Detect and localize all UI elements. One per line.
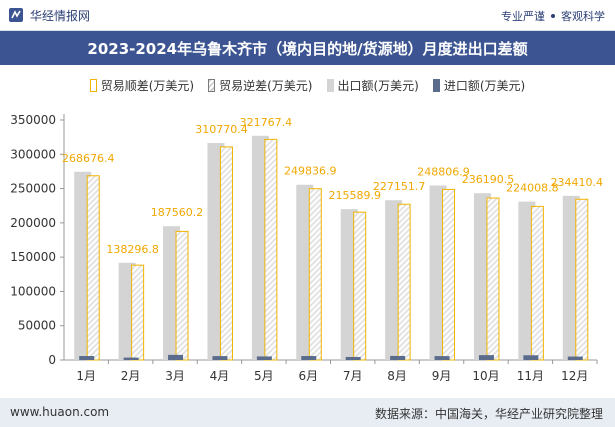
legend-label-import: 进口额(万美元) [443,78,526,93]
footer: www.huaon.com 数据来源：中国海关，华经产业研究院整理 [0,398,615,427]
bar-import-2 [123,357,139,360]
legend-swatch-import [432,78,440,92]
bar-surplus-1 [86,175,100,361]
y-tick-label: 350000 [10,113,56,127]
chart-plot: 0 50000 100000 150000 200000 250000 300000 3500… [10,113,604,383]
legend-item-deficit[interactable]: 贸易逆差(万美元) [208,77,313,94]
x-tick-label-6: 6月 [298,369,318,383]
x-tick-label-2: 2月 [121,369,141,383]
legend-label-export: 出口额(万美元) [337,78,419,93]
legend-swatch-surplus [89,78,97,92]
bar-import-6 [301,356,317,360]
data-label-4: 310770.4 [195,123,248,136]
legend-label-deficit: 贸易逆差(万美元) [219,78,313,93]
data-label-3: 187560.2 [151,206,204,219]
tagline-right: 客观科学 [561,10,605,23]
tagline: 专业严谨 客观科学 [501,8,605,24]
brand[interactable]: 华经情报网 [8,7,90,23]
legend-label-surplus: 贸易顺差(万美元) [100,78,195,93]
legend-swatch-deficit [208,78,216,92]
bar-surplus-7 [353,211,367,361]
legend: 贸易顺差(万美元) 贸易逆差(万美元) 出口额(万美元) 进口额(万美元) [0,76,615,94]
x-tick-label-12: 12月 [561,369,588,383]
bar-surplus-8 [397,203,411,361]
bar-surplus-11 [530,205,544,361]
y-tick-label: 50000 [18,319,56,333]
data-label-12: 234410.4 [551,176,604,189]
y-tick-label: 150000 [10,250,56,264]
x-tick-label-5: 5月 [254,369,274,383]
brand-logo-icon [9,8,23,22]
bar-surplus-12 [575,198,589,361]
footer-url[interactable]: www.huaon.com [10,405,110,419]
bar-surplus-9 [442,188,456,361]
bar-import-10 [478,355,494,360]
data-label-7: 215589.9 [328,189,381,202]
bar-import-7 [345,356,361,360]
bar-surplus-4 [219,146,233,361]
y-tick-label: 300000 [10,147,56,161]
bar-surplus-10 [486,197,500,361]
bar-import-4 [212,356,228,360]
legend-item-surplus[interactable]: 贸易顺差(万美元) [89,77,195,94]
bar-import-11 [523,355,539,360]
data-label-9: 248806.9 [417,165,470,178]
bar-import-5 [256,356,272,360]
data-label-8: 227151.7 [373,180,426,193]
tagline-left: 专业严谨 [501,10,545,23]
y-tick-label: 100000 [10,284,56,298]
bar-import-3 [168,354,184,360]
y-tick-label: 200000 [10,216,56,230]
bar-import-12 [567,356,583,360]
footer-source: 数据来源：中国海关，华经产业研究院整理 [374,407,603,421]
legend-swatch-export [326,78,334,92]
bar-import-1 [79,356,95,360]
legend-item-export[interactable]: 出口额(万美元) [326,77,419,94]
bar-import-9 [434,356,450,360]
x-tick-label-7: 7月 [343,369,363,383]
y-tick-label: 0 [48,353,56,367]
x-tick-label-11: 11月 [517,369,544,383]
top-bar: 华经情报网 专业严谨 客观科学 [0,0,615,31]
data-label-1: 268676.4 [62,152,115,165]
data-label-6: 249836.9 [284,165,337,178]
x-tick-label-1: 1月 [76,369,96,383]
data-label-5: 321767.4 [240,116,293,129]
x-tick-label-4: 4月 [210,369,230,383]
bar-surplus-6 [308,188,322,361]
bar-import-8 [390,355,406,360]
data-label-10: 236190.5 [462,173,515,186]
x-tick-label-9: 9月 [432,369,452,383]
bar-surplus-3 [175,230,189,361]
tagline-dot-icon [551,14,555,18]
legend-item-import[interactable]: 进口额(万美元) [432,77,526,94]
bar-surplus-2 [131,264,145,361]
data-label-11: 224008.8 [506,182,559,195]
x-tick-label-3: 3月 [165,369,185,383]
chart-title: 2023-2024年乌鲁木齐市（境内目的地/货源地）月度进出口差额 [0,31,615,65]
brand-name: 华经情报网 [30,8,91,23]
bar-surplus-5 [264,138,278,361]
data-label-2: 138296.8 [106,243,159,256]
x-tick-label-8: 8月 [387,369,407,383]
y-tick-label: 250000 [10,182,56,196]
x-tick-label-10: 10月 [472,369,499,383]
